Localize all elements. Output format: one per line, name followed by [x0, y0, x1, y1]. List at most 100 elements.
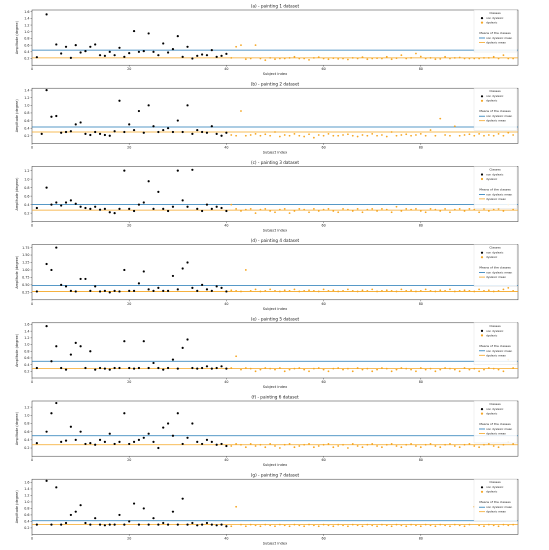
point-dyslexic [458, 207, 461, 210]
point-non-dyslexic [55, 486, 58, 489]
point-dyslexic [327, 370, 330, 373]
x-tick-label: 20 [127, 67, 131, 71]
point-non-dyslexic [205, 365, 209, 368]
point-dyslexic [502, 443, 505, 446]
point-dyslexic [254, 445, 257, 447]
point-dyslexic [366, 58, 369, 61]
point-non-dyslexic [157, 446, 160, 450]
point-non-dyslexic [64, 130, 68, 134]
point-dyslexic [512, 523, 515, 526]
point-non-dyslexic [103, 289, 106, 292]
point-dyslexic [327, 524, 330, 527]
point-dyslexic [259, 57, 262, 60]
point-dyslexic [308, 133, 310, 136]
point-non-dyslexic [152, 361, 155, 365]
point-dyslexic [371, 370, 374, 373]
point-non-dyslexic [215, 366, 218, 370]
point-non-dyslexic [128, 123, 131, 126]
point-dyslexic [415, 524, 417, 527]
point-dyslexic [424, 288, 427, 291]
point-non-dyslexic [166, 51, 170, 54]
point-dyslexic [419, 55, 422, 58]
point-non-dyslexic [132, 367, 136, 370]
point-dyslexic [274, 58, 276, 61]
point-dyslexic [410, 56, 412, 59]
point-dyslexic [283, 134, 286, 136]
point-non-dyslexic [74, 44, 77, 47]
point-dyslexic [502, 54, 505, 57]
point-non-dyslexic [142, 50, 145, 53]
point-dyslexic [249, 289, 252, 292]
y-tick-label: 0.4 [24, 50, 29, 54]
point-dyslexic [385, 55, 388, 58]
point-dyslexic [361, 56, 364, 59]
point-dyslexic [444, 207, 446, 210]
legend-classes-title: Classes [489, 480, 501, 484]
point-non-dyslexic [45, 430, 48, 433]
point-dyslexic [312, 524, 315, 527]
point-non-dyslexic [79, 504, 82, 507]
point-non-dyslexic [84, 206, 87, 210]
point-dyslexic [293, 288, 296, 291]
point-non-dyslexic [201, 283, 204, 286]
point-dyslexic [453, 56, 456, 59]
point-non-dyslexic [128, 289, 131, 292]
point-dyslexic [274, 525, 276, 528]
point-non-dyslexic [220, 54, 223, 57]
point-non-dyslexic [162, 128, 165, 132]
point-dyslexic [405, 133, 408, 136]
point-dyslexic [259, 208, 262, 211]
point-non-dyslexic [94, 368, 97, 371]
point-dyslexic [332, 525, 335, 528]
point-dyslexic [458, 446, 461, 449]
point-non-dyslexic [113, 366, 116, 370]
point-dyslexic [308, 211, 310, 214]
point-non-dyslexic [89, 289, 92, 292]
point-non-dyslexic [94, 443, 97, 446]
y-tick-label: 0.6 [24, 119, 29, 123]
legend-means-title: Means of the classes [479, 344, 511, 348]
point-dyslexic [342, 443, 344, 446]
subplot-title: (e) - painting 5 dataset [251, 316, 300, 321]
point-dyslexic [439, 523, 442, 526]
point-dyslexic [512, 208, 515, 211]
point-dyslexic [244, 58, 247, 61]
point-dyslexic [356, 290, 359, 293]
y-tick-label: 0.8 [24, 507, 29, 511]
point-non-dyslexic [45, 262, 48, 266]
point-dyslexic [468, 57, 471, 60]
point-non-dyslexic [113, 442, 116, 446]
subplot-title: (d) - painting 4 dataset [251, 238, 300, 243]
point-dyslexic [249, 523, 252, 526]
point-non-dyslexic [147, 180, 150, 183]
point-non-dyslexic [128, 52, 131, 55]
point-dyslexic [278, 57, 281, 60]
y-axis-label: Amplitude (degree) [15, 99, 19, 133]
point-dyslexic [332, 367, 335, 370]
point-dyslexic [444, 443, 446, 446]
point-non-dyslexic [98, 290, 102, 293]
legend-label: non dyslexic mean [486, 427, 513, 431]
point-dyslexic [356, 57, 359, 60]
point-non-dyslexic [176, 169, 179, 172]
point-non-dyslexic [201, 53, 204, 56]
point-dyslexic [347, 288, 349, 291]
point-dyslexic [347, 133, 349, 136]
point-non-dyslexic [123, 268, 126, 272]
point-dyslexic [283, 289, 286, 292]
y-tick-label: 0.6 [24, 430, 29, 434]
point-dyslexic [312, 289, 315, 292]
point-dyslexic [254, 288, 257, 291]
point-dyslexic [269, 443, 272, 445]
point-dyslexic [444, 289, 446, 292]
point-dyslexic [361, 525, 364, 528]
legend-box [473, 244, 518, 287]
point-non-dyslexic [60, 52, 63, 55]
point-dyslexic [303, 57, 306, 60]
point-non-dyslexic [79, 345, 82, 348]
point-dyslexic [492, 134, 495, 137]
point-dyslexic [303, 208, 306, 211]
point-dyslexic [240, 290, 242, 293]
point-dyslexic [317, 210, 320, 212]
